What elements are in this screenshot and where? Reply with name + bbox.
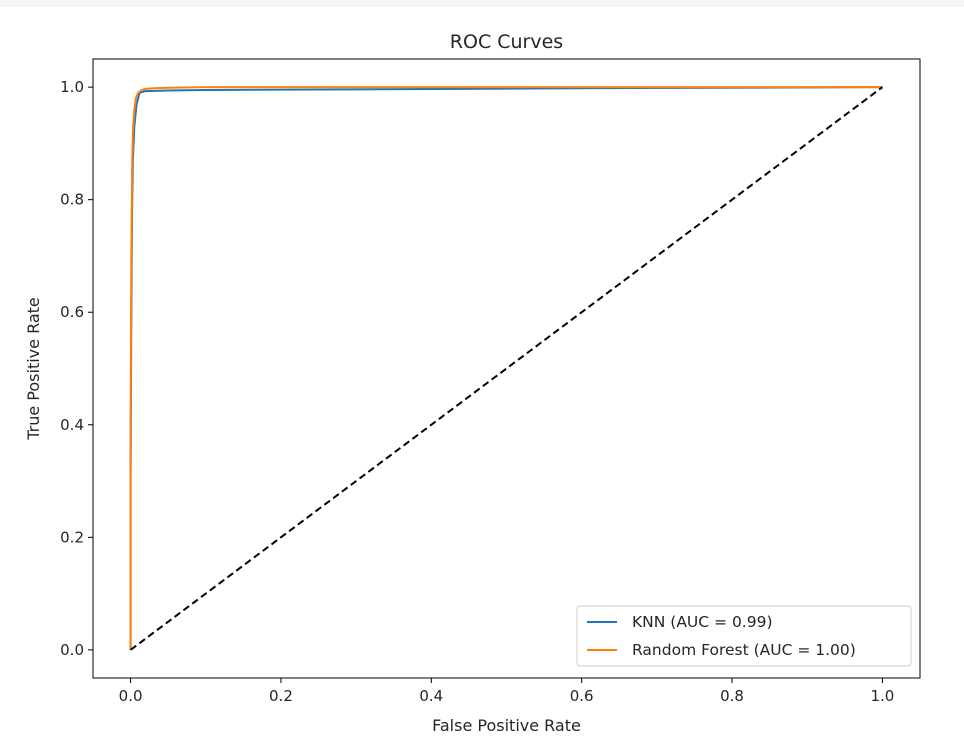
- y-tick-label: 0.8: [60, 191, 84, 209]
- legend-entry-label: Random Forest (AUC = 1.00): [632, 641, 856, 659]
- x-tick-label: 0.8: [720, 687, 744, 705]
- top-strip: [0, 0, 964, 7]
- y-tick-label: 0.2: [60, 528, 84, 546]
- series-layer: [129, 86, 884, 651]
- x-axis-label: False Positive Rate: [432, 716, 581, 735]
- x-tick-label: 0.4: [419, 687, 443, 705]
- legend-box: [576, 605, 912, 667]
- axes-frame: [92, 58, 921, 679]
- legend: KNN (AUC = 0.99) Random Forest (AUC = 1.0…: [576, 605, 912, 667]
- x-tick-label: 0.2: [269, 687, 293, 705]
- y-tick-label: 1.0: [60, 78, 84, 96]
- y-tick-label: 0.4: [60, 416, 84, 434]
- y-tick-label: 0.0: [60, 641, 84, 659]
- y-axis-label: True Positive Rate: [24, 297, 43, 441]
- series-line-1: [129, 86, 883, 650]
- y-ticks: 0.0 0.2 0.4 0.6 0.8 1.0: [60, 78, 93, 659]
- diagonal-reference-line: [129, 86, 884, 651]
- x-ticks: 0.0 0.2 0.4 0.6 0.8 1.0: [119, 678, 894, 705]
- x-tick-label: 0.0: [119, 687, 143, 705]
- y-tick-label: 0.6: [60, 303, 84, 321]
- legend-entry-label: KNN (AUC = 0.99): [632, 613, 773, 631]
- chart-title: ROC Curves: [450, 31, 563, 53]
- x-tick-label: 1.0: [870, 687, 894, 705]
- x-tick-label: 0.6: [570, 687, 594, 705]
